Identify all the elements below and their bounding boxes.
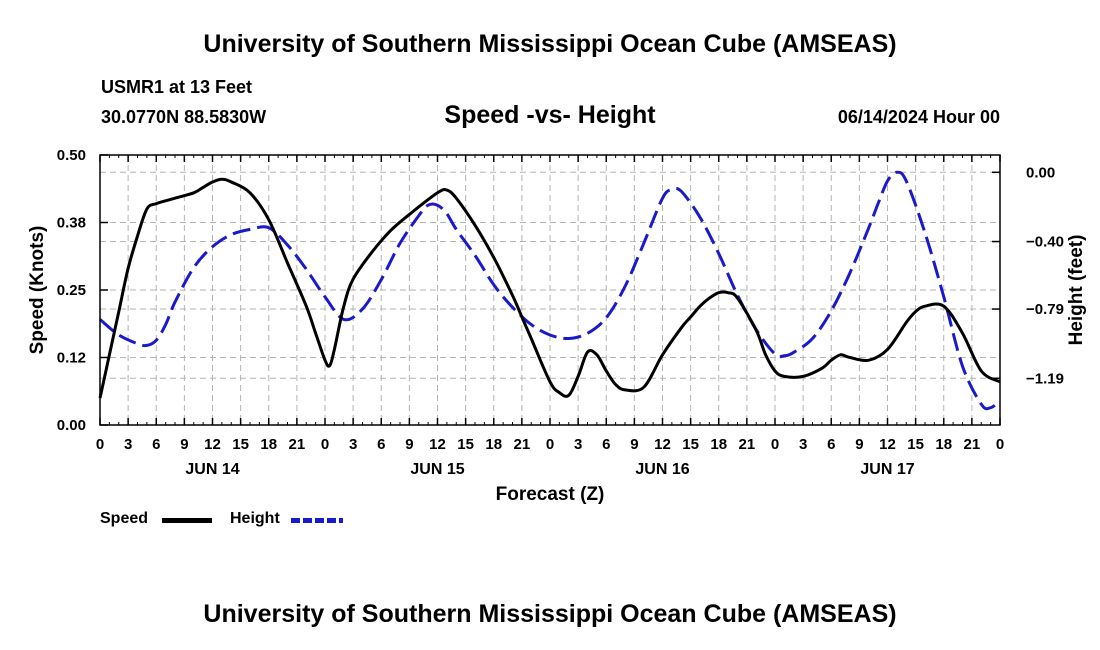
x-tick-label: 15 — [907, 436, 924, 453]
day-label: JUN 16 — [635, 461, 689, 478]
x-tick-label: 0 — [96, 436, 104, 453]
x-tick-label: 3 — [124, 436, 132, 453]
footer-title: University of Southern Mississippi Ocean… — [203, 600, 897, 628]
x-tick-label: 6 — [602, 436, 610, 453]
forecast-datetime: 06/14/2024 Hour 00 — [837, 107, 1000, 127]
height-series-line — [99, 170, 1001, 411]
x-tick-label: 12 — [204, 436, 221, 453]
y2-tick-label: −1.19 — [1026, 370, 1064, 387]
grid — [100, 155, 1000, 425]
x-tick-label: 6 — [152, 436, 160, 453]
day-label: JUN 15 — [410, 461, 464, 478]
x-tick-label: 21 — [514, 436, 531, 453]
y-tick-label: 0.00 — [57, 417, 86, 434]
x-tick-label: 9 — [180, 436, 188, 453]
x-tick-label: 3 — [799, 436, 807, 453]
x-tick-label: 18 — [710, 436, 727, 453]
x-tick-label: 15 — [457, 436, 474, 453]
speed-series-line — [98, 177, 1001, 399]
x-tick-label: 12 — [879, 436, 896, 453]
main-title: University of Southern Mississippi Ocean… — [203, 30, 897, 58]
station-label: USMR1 at 13 Feet — [101, 77, 253, 97]
x-tick-label: 15 — [682, 436, 699, 453]
x-tick-label: 21 — [964, 436, 981, 453]
x-tick-label: 12 — [654, 436, 671, 453]
y2-tick-label: −0.40 — [1026, 234, 1064, 251]
x-tick-label: 0 — [771, 436, 779, 453]
day-label: JUN 14 — [185, 461, 239, 478]
x-tick-label: 12 — [429, 436, 446, 453]
x-tick-label: 15 — [232, 436, 249, 453]
x-tick-label: 21 — [739, 436, 756, 453]
y-tick-label: 0.38 — [57, 215, 86, 232]
x-tick-label: 18 — [260, 436, 277, 453]
y2-tick-label: 0.00 — [1026, 164, 1055, 181]
day-label: JUN 17 — [860, 461, 914, 478]
legend-height-swatch — [291, 518, 343, 523]
y-axis-label: Speed (Knots) — [27, 226, 48, 355]
x-tick-label: 21 — [289, 436, 306, 453]
x-tick-label: 0 — [996, 436, 1004, 453]
station-coordinates: 30.0770N 88.5830W — [101, 107, 267, 127]
legend-speed-swatch — [162, 518, 212, 523]
x-tick-label: 9 — [855, 436, 863, 453]
x-tick-label: 6 — [827, 436, 835, 453]
y2-axis-label: Height (feet) — [1066, 235, 1087, 346]
x-tick-label: 0 — [321, 436, 329, 453]
y-tick-label: 0.12 — [57, 350, 86, 367]
x-tick-label: 18 — [935, 436, 952, 453]
chart-subtitle: Speed -vs- Height — [444, 101, 656, 129]
x-axis-label: Forecast (Z) — [496, 484, 605, 505]
y-tick-label: 0.50 — [57, 147, 86, 164]
y2-tick-label: −0.79 — [1026, 301, 1064, 318]
x-tick-label: 3 — [574, 436, 582, 453]
legend-height-label: Height — [230, 510, 280, 527]
legend-speed-label: Speed — [100, 510, 149, 527]
x-tick-label: 6 — [377, 436, 385, 453]
y-tick-label: 0.25 — [57, 282, 86, 299]
x-tick-label: 18 — [485, 436, 502, 453]
x-tick-label: 3 — [349, 436, 357, 453]
x-tick-label: 9 — [405, 436, 413, 453]
x-tick-label: 9 — [630, 436, 638, 453]
x-tick-label: 0 — [546, 436, 554, 453]
axes-ticks: 0 3 6 9 12 15 18 21 0 3 6 9 12 15 18 21 0 3 6 9 12 15 18 21 0 3 6 9… — [57, 147, 1064, 478]
series-layer — [98, 170, 1001, 411]
